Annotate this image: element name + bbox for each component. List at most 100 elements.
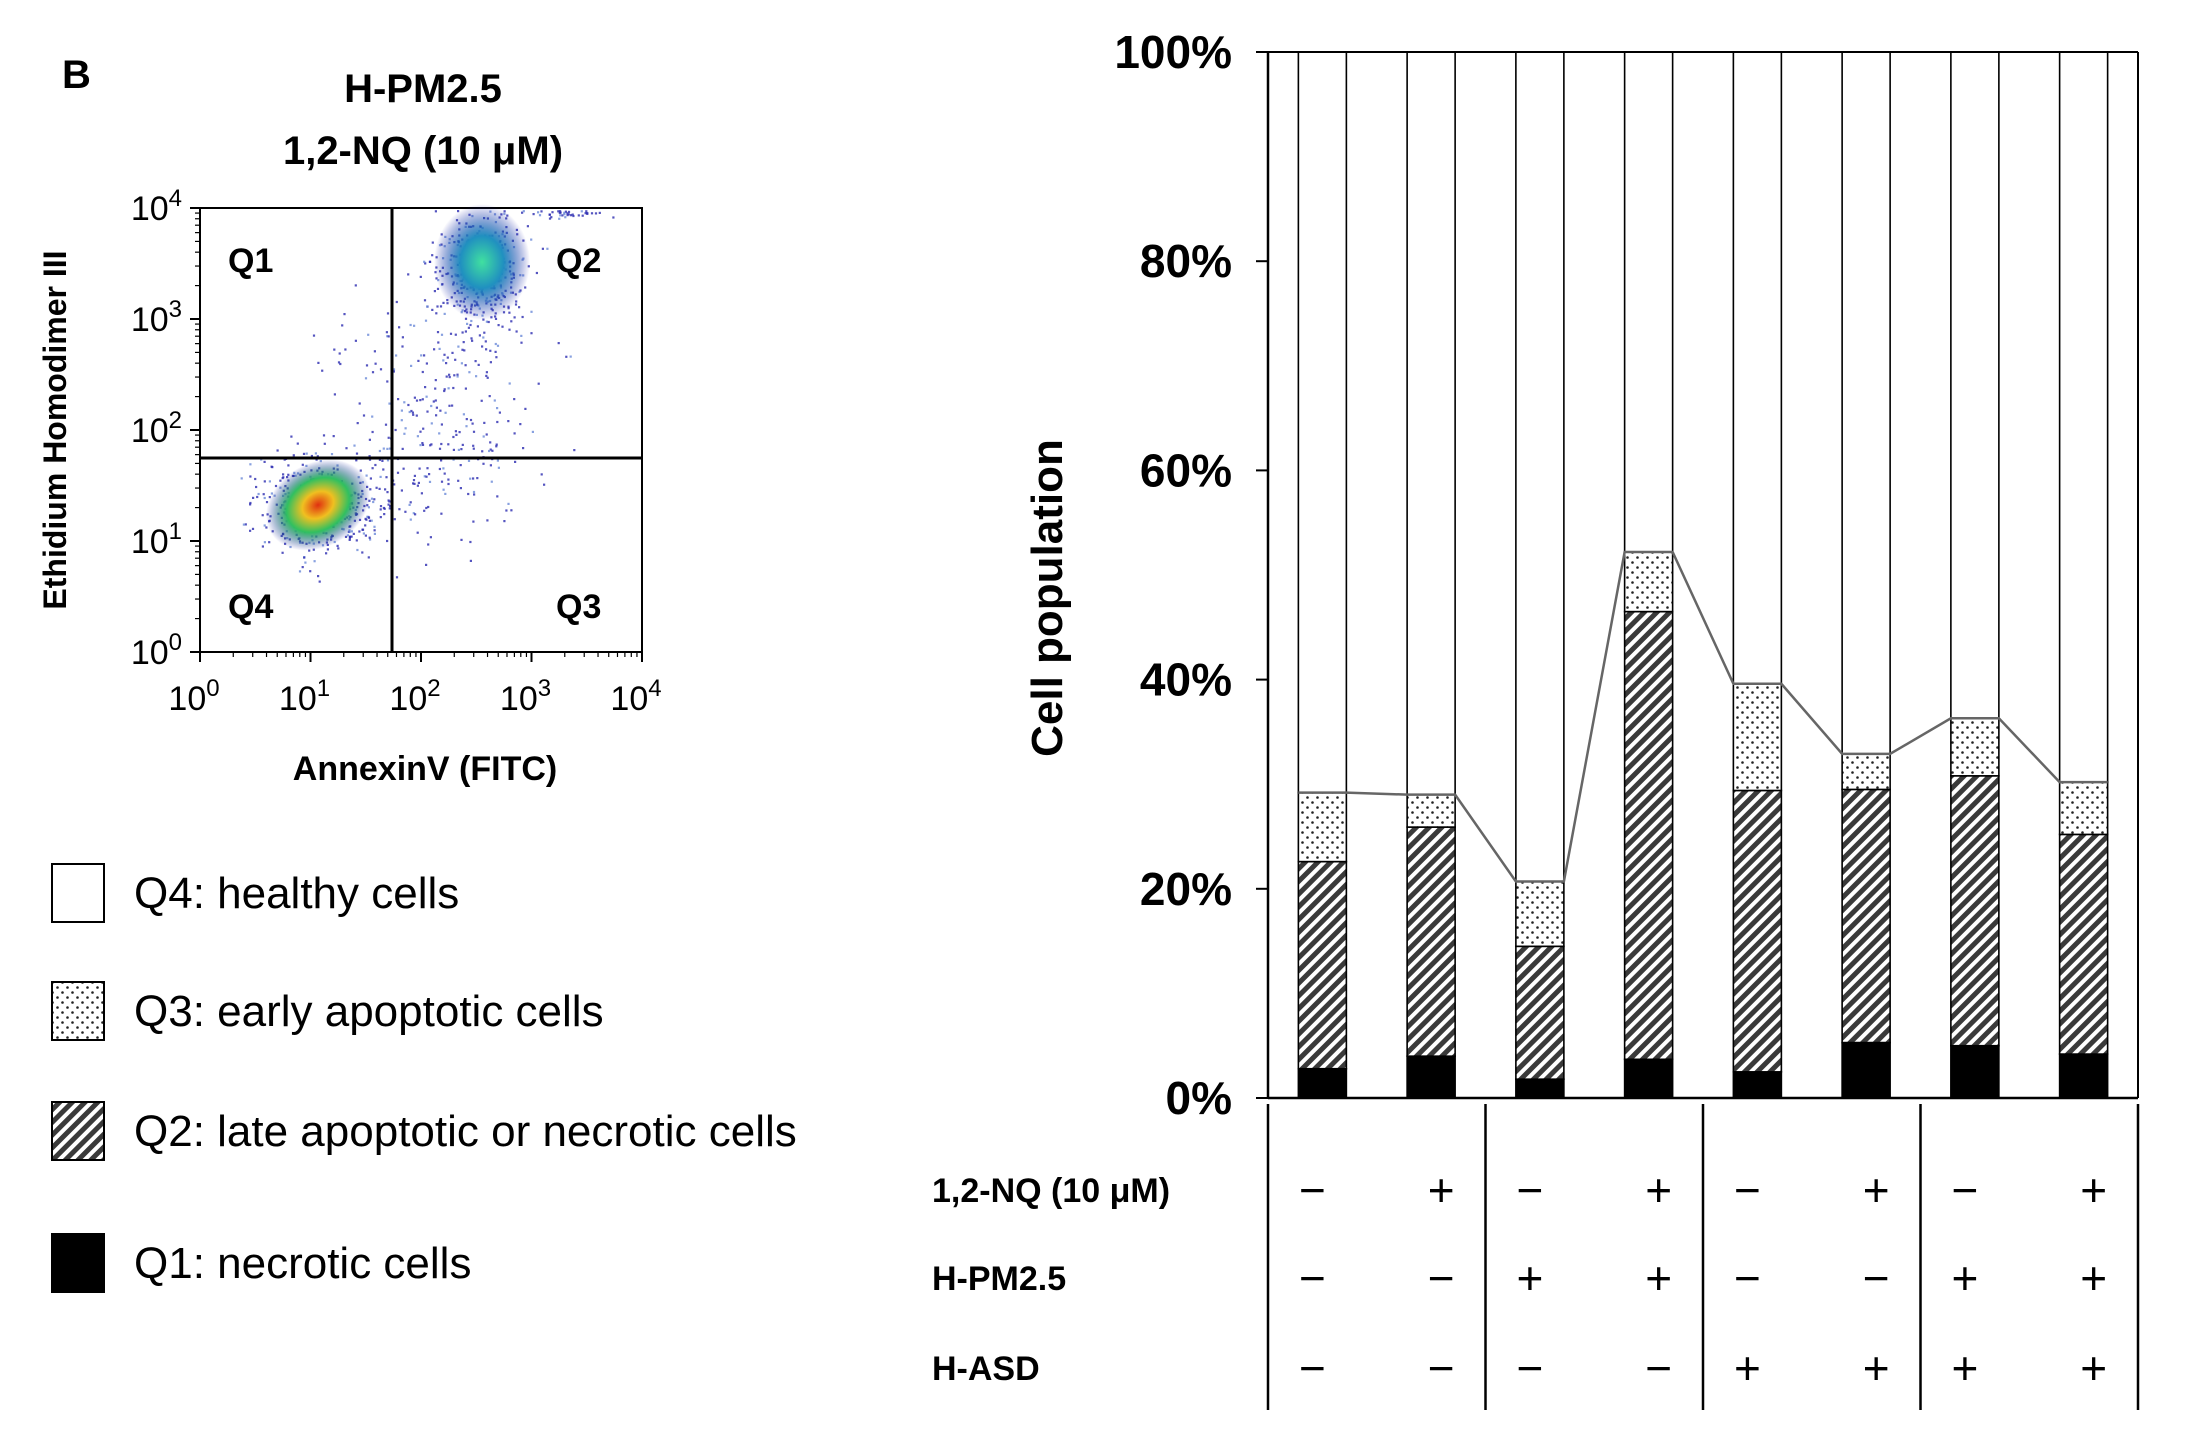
bar-segment-black <box>1297 1067 1348 1099</box>
flow-scatter-point <box>446 302 449 305</box>
flow-scatter-point <box>433 290 436 293</box>
flow-scatter-point <box>508 382 511 385</box>
condition-value: + <box>1645 1164 1672 1216</box>
flow-scatter-point <box>569 214 572 217</box>
flow-scatter-point <box>384 488 387 491</box>
flow-scatter-point <box>313 560 316 563</box>
flow-scatter-point <box>388 500 391 503</box>
flow-scatter-point <box>445 362 448 365</box>
flow-scatter-point <box>358 530 361 533</box>
flow-y-ticks: 100 101 102 103 104 <box>131 185 200 672</box>
flow-scatter-point <box>459 487 462 490</box>
condition-value: − <box>1863 1252 1890 1304</box>
flow-scatter-point <box>537 382 540 385</box>
flow-scatter-point <box>426 410 429 413</box>
bar-y-tick-label: 80% <box>1140 235 1232 287</box>
flow-scatter-point <box>421 370 424 374</box>
flow-scatter-point <box>458 431 461 434</box>
flow-scatter-point <box>296 442 299 445</box>
flow-scatter-point <box>464 387 467 390</box>
flow-scatter-point <box>443 353 446 356</box>
flow-scatter-point <box>337 361 341 364</box>
flow-plot-frame <box>199 207 643 653</box>
quadrant-q3-label: Q3 <box>556 588 601 626</box>
flow-scatter-point <box>322 434 326 437</box>
flow-scatter-point <box>565 355 568 358</box>
flow-scatter-point <box>494 342 497 346</box>
flow-scatter-point <box>318 580 321 583</box>
flow-scatter-point <box>365 474 368 477</box>
flow-scatter-point <box>598 211 601 214</box>
condition-row-label: H-ASD <box>932 1350 1040 1388</box>
bar-segments <box>1297 51 2109 1099</box>
flow-scatter-point <box>440 333 444 336</box>
flow-scatter-point <box>521 315 524 319</box>
bar-segment-black <box>1406 1055 1456 1099</box>
flow-scatter-point <box>463 349 466 352</box>
flow-scatter-point <box>354 339 357 342</box>
flow-scatter-point <box>564 210 567 213</box>
condition-value: − <box>1428 1342 1455 1394</box>
flow-scatter-point <box>386 447 389 450</box>
flow-scatter-point <box>407 273 410 276</box>
flow-scatter-point <box>420 492 423 495</box>
flow-scatter-point <box>423 260 426 263</box>
flow-scatter-point <box>548 213 551 216</box>
flow-scatter-point <box>464 364 467 367</box>
flow-scatter-point <box>370 519 373 522</box>
flow-scatter-point <box>482 462 485 465</box>
flow-scatter-point <box>256 495 259 499</box>
flow-scatter-point <box>308 549 311 552</box>
flow-scatter-point <box>493 399 496 402</box>
flow-scatter-point <box>446 356 449 359</box>
bar-segment-black <box>1841 1041 1891 1099</box>
flow-scatter-point <box>292 454 295 457</box>
flow-scatter-point <box>265 526 268 529</box>
flow-scatter-point <box>461 331 464 334</box>
flow-scatter-point <box>362 414 366 417</box>
flow-scatter-point <box>447 443 450 446</box>
flow-scatter-point <box>490 480 493 483</box>
flow-scatter-point <box>567 210 571 213</box>
flow-scatter-point <box>478 334 481 337</box>
flow-scatter-point <box>451 404 454 407</box>
flow-scatter-point <box>485 371 488 374</box>
flow-scatter-point <box>448 404 451 407</box>
flow-scatter-point <box>431 308 434 311</box>
flow-scatter-point <box>581 214 584 217</box>
bar-y-ticks: 0% 20% 40% 60% 80% 100% <box>1114 26 1268 1124</box>
flow-scatter-point <box>379 475 382 478</box>
flow-scatter-point <box>497 324 500 327</box>
flow-scatter-point <box>401 336 404 339</box>
flow-scatter-point <box>371 371 375 374</box>
flow-scatter-point <box>444 411 447 414</box>
flow-scatter-point <box>301 566 304 569</box>
condition-value: + <box>1951 1252 1978 1304</box>
bar-segment-black <box>1623 1058 1674 1099</box>
flow-scatter-point <box>434 210 437 213</box>
legend-label-q4: Q4: healthy cells <box>134 869 459 918</box>
flow-scatter-point <box>520 341 523 344</box>
flow-scatter-point <box>487 320 490 324</box>
flow-scatter-point <box>442 467 445 470</box>
bar-segment-dots <box>1515 880 1565 948</box>
flow-scatter-point <box>417 481 420 484</box>
flow-scatter-point <box>411 411 414 414</box>
flow-scatter-point <box>302 452 306 455</box>
condition-value: − <box>1734 1252 1761 1304</box>
flow-scatter-point <box>361 528 364 531</box>
flow-scatter-point <box>356 548 359 552</box>
flow-scatter-point <box>429 444 432 447</box>
flow-scatter-point <box>524 407 527 410</box>
flow-scatter-point <box>496 459 499 462</box>
bar-segment-white <box>1841 51 1891 755</box>
flow-scatter-point <box>419 430 422 433</box>
stacked-bar-chart: Cell population 0% 20% 40% 60% 80% 100% 1,2-N… <box>932 26 2140 1410</box>
flow-scatter-point <box>263 496 266 500</box>
flow-scatter-point <box>496 407 499 410</box>
bar-segment-black <box>2058 1053 2109 1099</box>
flow-cytometry-plot: H-PM2.5 1,2-NQ (10 μM) Q1 Q2 Q3 Q4 10010… <box>37 67 662 788</box>
flow-scatter-point <box>359 469 362 472</box>
flow-scatter-point <box>416 531 419 534</box>
flow-scatter-point <box>440 512 443 515</box>
